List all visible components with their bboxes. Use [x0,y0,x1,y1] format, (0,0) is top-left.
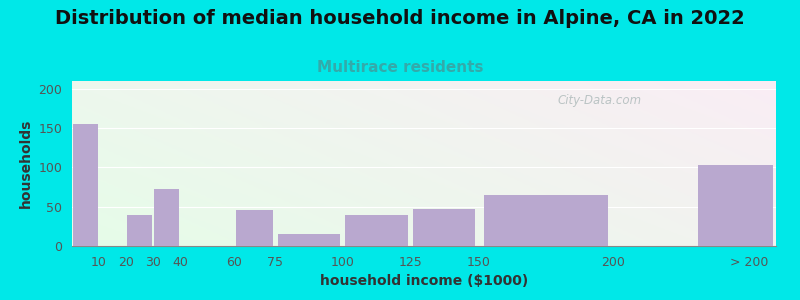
Bar [483,195,608,246]
Text: City-Data.com: City-Data.com [558,94,642,107]
Y-axis label: households: households [19,119,33,208]
Bar [73,124,98,246]
Bar [154,189,179,246]
Text: Distribution of median household income in Alpine, CA in 2022: Distribution of median household income … [55,9,745,28]
Bar [278,234,340,246]
X-axis label: household income ($1000): household income ($1000) [320,274,528,288]
Bar [127,214,152,246]
Bar [236,210,274,246]
Text: Multirace residents: Multirace residents [317,60,483,75]
Bar [698,165,773,246]
Bar [346,214,408,246]
Bar [413,209,475,246]
